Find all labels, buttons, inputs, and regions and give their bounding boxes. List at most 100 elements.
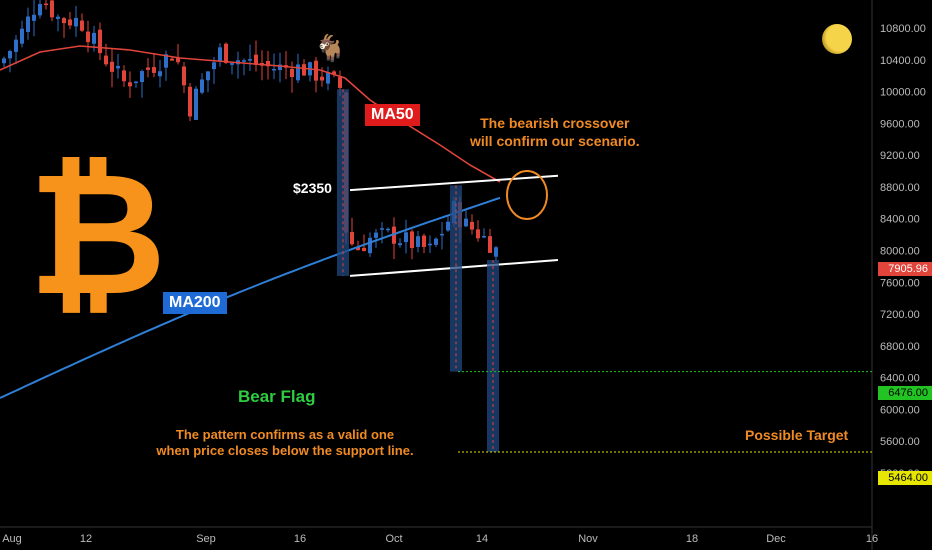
candle-body [170, 58, 174, 61]
candle-body [416, 236, 420, 247]
ma50-label: MA50 [365, 104, 420, 126]
y-tick-label: 9600.00 [880, 118, 920, 130]
candle-body [164, 54, 168, 68]
candle-body [368, 237, 372, 254]
candle-body [122, 70, 126, 82]
possible-target-label: Possible Target [745, 427, 849, 443]
candle-body [320, 76, 324, 81]
candle-body [158, 71, 162, 77]
level-tag-6476: 6476.00 [878, 386, 932, 400]
candle-body [188, 86, 192, 117]
pattern-note-line2: when price closes below the support line… [156, 443, 414, 458]
candle-body [2, 58, 6, 64]
candle-body [32, 14, 36, 21]
candle-body [86, 31, 90, 43]
y-tick-label: 10800.00 [880, 23, 926, 35]
candle-body [38, 4, 42, 16]
crossover-circle [506, 170, 548, 220]
candle-body [68, 19, 72, 26]
moon-icon [822, 24, 852, 54]
y-tick-label: 8400.00 [880, 214, 920, 226]
candle-body [350, 232, 354, 245]
candle-body [218, 47, 222, 62]
ma50-line [0, 45, 501, 183]
y-tick-label: 10000.00 [880, 87, 926, 99]
crossover-note-line1: The bearish crossover [480, 115, 630, 131]
y-tick-label: 7200.00 [880, 309, 920, 321]
candle-body [482, 235, 486, 238]
flagpole-label: $2350 [293, 180, 332, 196]
candle-body [116, 65, 120, 69]
candle-body [182, 66, 186, 86]
candle-body [410, 231, 414, 248]
candle-body [398, 243, 402, 246]
x-tick-label: 18 [686, 533, 698, 545]
y-tick-label: 6400.00 [880, 373, 920, 385]
candle-body [326, 72, 330, 84]
candle-body [488, 236, 492, 253]
ma200-label: MA200 [163, 292, 227, 314]
candle-body [476, 229, 480, 239]
last-price-tag: 7905.96 [878, 262, 932, 276]
x-tick-label: Oct [385, 533, 402, 545]
candle-body [14, 39, 18, 52]
ma200-line [0, 196, 501, 399]
x-tick-label: Sep [196, 533, 216, 545]
candle-body [290, 68, 294, 77]
candle-body [386, 228, 390, 231]
x-tick-label: Aug [2, 533, 22, 545]
candle-body [470, 221, 474, 230]
candle-body [194, 88, 198, 120]
candle-body [20, 28, 24, 44]
candle-body [446, 221, 450, 231]
candle-body [338, 77, 342, 88]
flagpole-bar [337, 89, 349, 276]
candle-body [8, 51, 12, 59]
candle-body [74, 17, 78, 27]
candle-body [254, 54, 258, 65]
bear-flag-title: Bear Flag [238, 387, 316, 406]
candle-body [212, 62, 216, 70]
y-tick-label: 8800.00 [880, 182, 920, 194]
x-tick-label: 16 [294, 533, 306, 545]
candle-body [278, 64, 282, 71]
candle-body [140, 71, 144, 83]
candle-body [224, 43, 228, 63]
x-tick-label: 12 [80, 533, 92, 545]
candle-body [146, 67, 150, 70]
candle-body [404, 232, 408, 243]
y-tick-label: 10400.00 [880, 55, 926, 67]
candle-body [206, 71, 210, 81]
goat-icon: 🐐 [314, 33, 347, 63]
candle-body [92, 32, 96, 44]
y-tick-label: 8000.00 [880, 246, 920, 258]
candle-body [80, 20, 84, 31]
y-tick-label: 7600.00 [880, 277, 920, 289]
candle-body [104, 55, 108, 65]
candle-body [98, 29, 102, 54]
x-tick-label: 14 [476, 533, 488, 545]
y-tick-label: 5600.00 [880, 436, 920, 448]
candle-body [302, 64, 306, 76]
candle-body [26, 16, 30, 32]
y-tick-label: 6000.00 [880, 404, 920, 416]
candle-body [296, 64, 300, 81]
flag-upper-line [349, 174, 559, 192]
candle-body [332, 71, 336, 75]
y-tick-label: 6800.00 [880, 341, 920, 353]
candle-body [374, 232, 378, 238]
candle-body [200, 79, 204, 93]
projection-bar-1 [450, 185, 462, 372]
candle-body [134, 81, 138, 83]
x-tick-label: Dec [766, 533, 786, 545]
candle-body [422, 235, 426, 247]
x-tick-label: 16 [866, 533, 878, 545]
candle-body [152, 67, 156, 73]
candle-body [128, 82, 132, 87]
candle-body [56, 16, 60, 19]
y-tick-label: 9200.00 [880, 150, 920, 162]
level-tag-5464: 5464.00 [878, 471, 932, 485]
candle-body [242, 60, 246, 62]
